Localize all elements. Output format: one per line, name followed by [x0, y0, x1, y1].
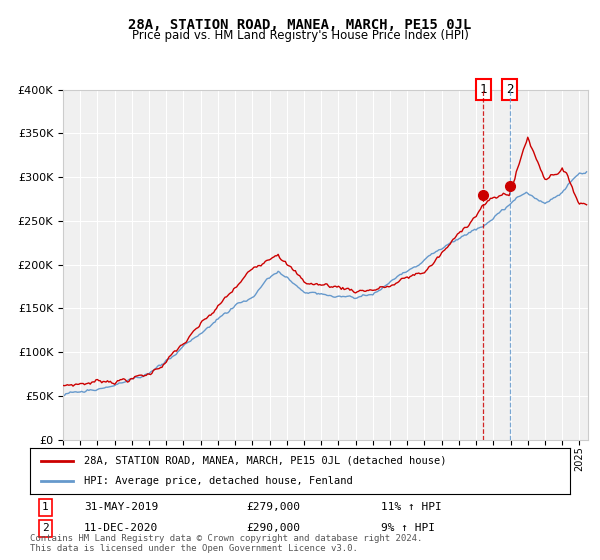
Text: 1: 1	[42, 502, 49, 512]
Text: 28A, STATION ROAD, MANEA, MARCH, PE15 0JL (detached house): 28A, STATION ROAD, MANEA, MARCH, PE15 0J…	[84, 456, 446, 466]
Text: 2: 2	[506, 83, 514, 96]
Text: 9% ↑ HPI: 9% ↑ HPI	[381, 523, 435, 533]
Text: HPI: Average price, detached house, Fenland: HPI: Average price, detached house, Fenl…	[84, 476, 353, 486]
Text: £279,000: £279,000	[246, 502, 300, 512]
Text: 11% ↑ HPI: 11% ↑ HPI	[381, 502, 442, 512]
Text: 1: 1	[479, 83, 487, 96]
Text: £290,000: £290,000	[246, 523, 300, 533]
Text: 28A, STATION ROAD, MANEA, MARCH, PE15 0JL: 28A, STATION ROAD, MANEA, MARCH, PE15 0J…	[128, 18, 472, 32]
Text: Price paid vs. HM Land Registry's House Price Index (HPI): Price paid vs. HM Land Registry's House …	[131, 29, 469, 42]
Text: 11-DEC-2020: 11-DEC-2020	[84, 523, 158, 533]
Text: 2: 2	[42, 523, 49, 533]
Text: Contains HM Land Registry data © Crown copyright and database right 2024.
This d: Contains HM Land Registry data © Crown c…	[30, 534, 422, 553]
Text: 31-MAY-2019: 31-MAY-2019	[84, 502, 158, 512]
